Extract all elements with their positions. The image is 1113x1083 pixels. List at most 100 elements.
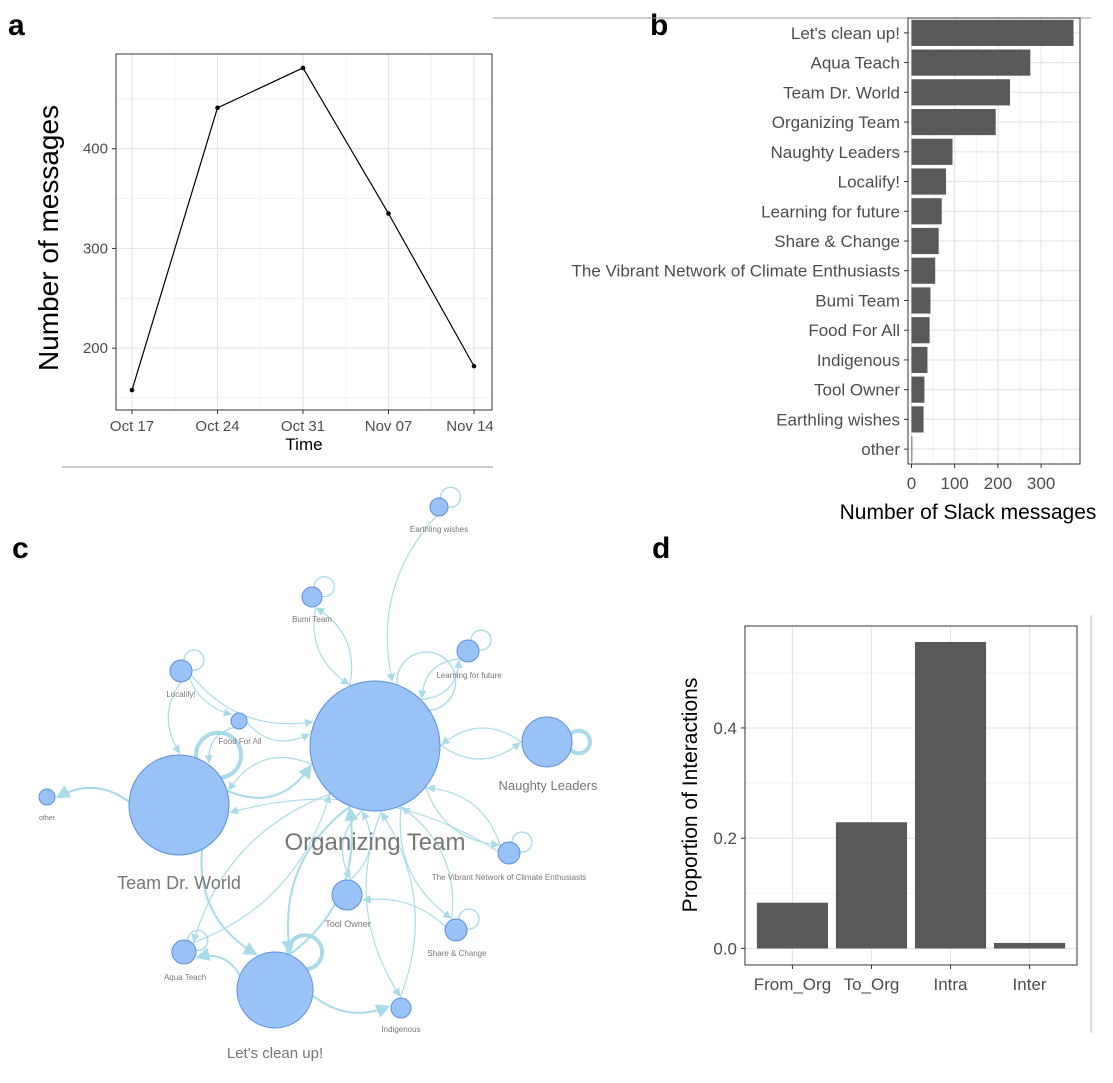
panel-b-x-tick-label: 100 <box>940 474 968 493</box>
panel-b-bar <box>911 317 930 344</box>
panel-c-edge <box>365 810 401 997</box>
panel-d-x-tick-label: From_Org <box>754 975 831 994</box>
panel-letter-c: c <box>12 532 29 565</box>
panel-d-plot-border <box>744 625 1078 966</box>
panel-a-point <box>386 211 391 216</box>
panel-a-y-tick-label: 200 <box>83 340 108 357</box>
panel-c-node-loc <box>169 659 193 683</box>
panel-c-node-sc <box>444 918 468 942</box>
panel-b-category-label: other <box>861 440 900 459</box>
panel-b-bar <box>911 227 939 255</box>
panel-b-category-label: Food For All <box>808 321 900 340</box>
panel-c-node-label: Localify! <box>166 690 195 699</box>
panel-a-line-chart: 200 300 400 Oct 17 Oct 24 Oct 31 Nov 07 Nov 14… <box>33 53 494 454</box>
panel-d-bar <box>994 942 1066 949</box>
panel-letter-a: a <box>8 9 25 42</box>
panel-c-node-label: Let's clean up! <box>227 1045 323 1062</box>
panel-b-bar <box>911 138 953 165</box>
panel-a-y-tick-label: 400 <box>83 141 108 158</box>
panel-a-x-tick-label: Oct 24 <box>195 418 239 435</box>
panel-b-bar <box>911 108 996 136</box>
panel-c-node-org <box>309 680 441 812</box>
panel-c-edge <box>315 607 353 687</box>
panel-c-node-label: Earthling wishes <box>410 525 468 534</box>
panel-d-y-tick-label: 0.0 <box>713 939 737 958</box>
panel-c-self-loop <box>313 575 335 598</box>
panel-b-category-label: Team Dr. World <box>783 83 900 102</box>
panel-c-self-loop <box>439 486 462 509</box>
panel-b-bar <box>911 19 1074 46</box>
panel-c-edge <box>204 726 235 764</box>
panel-c-node-label: Naughty Leaders <box>498 778 598 793</box>
panel-a-x-tick-label: Nov 14 <box>446 418 494 435</box>
panel-a-point <box>300 65 306 71</box>
panel-b-bars <box>911 19 1074 463</box>
panel-b-category-label: Tool Owner <box>814 381 900 400</box>
panel-c-edge <box>228 756 313 791</box>
panel-c-edge <box>420 659 463 701</box>
panel-b-category-label: Indigenous <box>817 351 900 370</box>
panel-d-bars <box>756 641 1066 949</box>
panel-d-x-ticks: From_Org To_Org Intra Inter <box>754 965 1047 994</box>
panel-c-edge <box>313 606 350 685</box>
panel-d-y-axis-title: Proportion of Interactions <box>679 678 702 913</box>
panel-b-bar <box>911 198 942 225</box>
panel-c-edge <box>381 811 416 999</box>
panel-c-node-label: Share & Change <box>427 949 487 958</box>
panel-c-node-label: Organizing Team <box>285 829 466 856</box>
panel-b-category-label: Earthling wishes <box>776 410 900 429</box>
panel-c-node-oth <box>38 788 56 806</box>
panel-b-category-labels: Let's clean up! Aqua Teach Team Dr. World O… <box>572 24 908 459</box>
panel-b-category-label: Let's clean up! <box>791 24 900 43</box>
panel-c-node-vn <box>497 841 521 865</box>
panel-b-bar <box>911 257 936 284</box>
panel-c-edge <box>246 722 310 742</box>
panel-c-node-labels: Organizing Team Team Dr. World Let's clean… <box>39 525 598 1062</box>
panel-c-network: Organizing Team Team Dr. World Let's clean… <box>38 486 598 1062</box>
panel-a-plot-border <box>115 53 493 411</box>
panel-a-point <box>129 387 135 393</box>
panel-b-category-label: Localify! <box>838 173 900 192</box>
panel-b-bar <box>911 287 931 314</box>
panel-b-category-label: Bumi Team <box>815 291 900 310</box>
panel-c-node-label: Indigenous <box>381 1025 420 1034</box>
panel-d-bar <box>756 902 828 949</box>
panel-c-node-ew <box>429 497 449 517</box>
panel-c-node-bt <box>301 586 323 608</box>
panel-c-node-ffa <box>230 712 248 730</box>
panel-d-bar <box>914 641 987 949</box>
panel-b-x-ticks: 0 100 200 300 <box>907 464 1055 493</box>
panel-c-edge <box>311 994 391 1018</box>
panel-d-bar-chart: 0.0 0.2 0.4 From_Org To_Org Intra Inter Propo… <box>679 625 1078 994</box>
panel-a-y-axis-title: Number of messages <box>33 105 64 371</box>
panel-c-edge <box>55 785 130 803</box>
panel-letter-b: b <box>650 9 668 42</box>
panel-c-edge <box>362 895 446 928</box>
panel-d-y-tick-label: 0.2 <box>713 829 737 848</box>
panel-b-bar-chart: Let's clean up! Aqua Teach Team Dr. World O… <box>572 17 1097 524</box>
panel-c-edge <box>439 742 521 760</box>
panel-d-x-tick-label: Inter <box>1013 975 1047 994</box>
panel-c-edge <box>425 786 500 849</box>
panel-b-category-label: Learning for future <box>761 202 900 221</box>
panel-a-x-tick-label: Oct 17 <box>110 418 154 435</box>
panel-c-node-lff <box>456 639 480 663</box>
panel-c-edge <box>191 794 332 944</box>
panel-c-node-label: Aqua Teach <box>164 973 206 982</box>
panel-b-x-axis-title: Number of Slack messages <box>840 501 1097 524</box>
panel-a-point <box>471 363 477 369</box>
panel-c-node-label: Bumi Team <box>292 615 332 624</box>
panel-c-node-label: Food For All <box>218 737 261 746</box>
panel-d-x-tick-label: To_Org <box>844 975 900 994</box>
panel-b-bar <box>911 346 928 374</box>
panel-a-point <box>215 105 220 111</box>
panel-b-category-label: Naughty Leaders <box>771 143 900 162</box>
panel-a-x-tick-label: Nov 07 <box>365 418 413 435</box>
panel-b-x-tick-label: 0 <box>907 474 916 493</box>
panel-a-x-axis-title: Time <box>285 435 322 454</box>
panel-c-edge <box>281 805 351 955</box>
panel-c-node-lcu <box>236 951 314 1029</box>
panel-a-grid <box>116 54 492 410</box>
panel-b-bar <box>911 79 1010 106</box>
